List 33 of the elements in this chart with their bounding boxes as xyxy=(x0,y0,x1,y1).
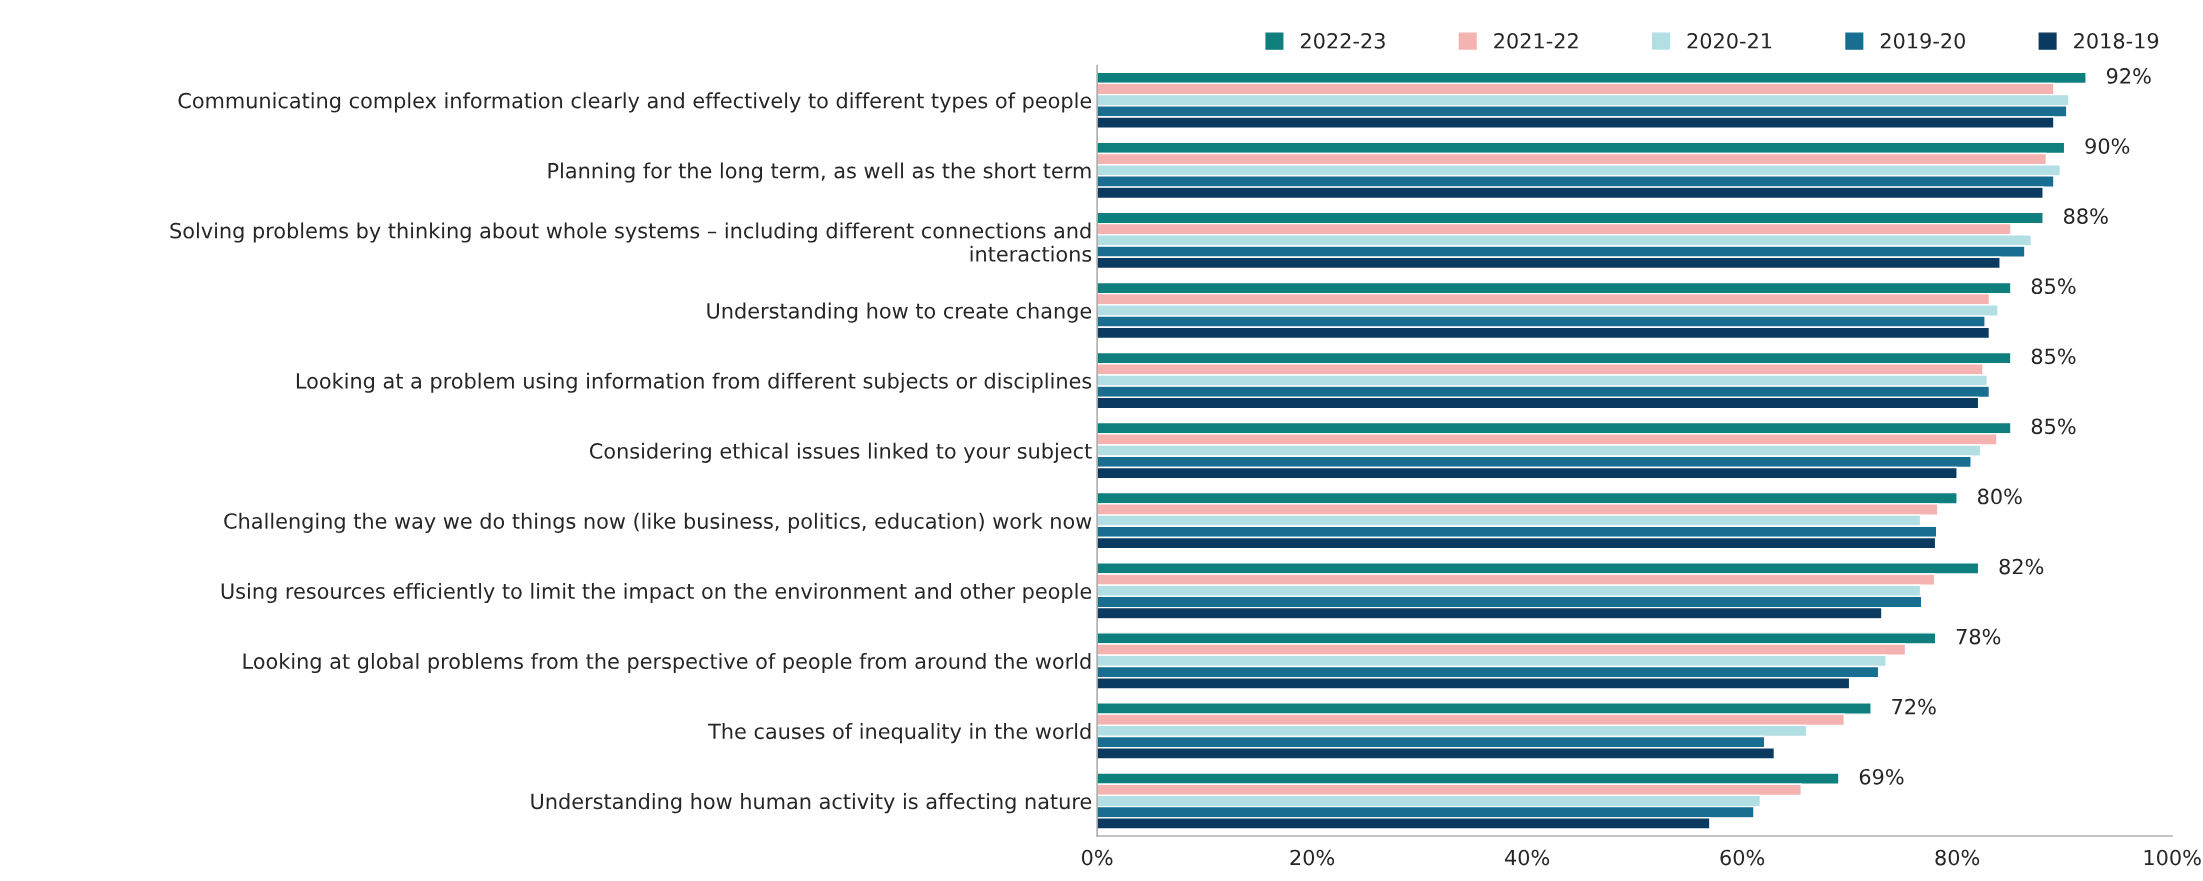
legend-label: 2019-20 xyxy=(1880,32,1965,49)
data-label: 85% xyxy=(2031,418,2076,435)
y-tick-label: The causes of inequality in the world xyxy=(708,723,1091,744)
data-label: 69% xyxy=(1859,768,1904,785)
y-tick-label: Communicating complex information clearly and effectively to different types of people xyxy=(178,92,1092,113)
data-label: 85% xyxy=(2031,348,2076,365)
data-label: 90% xyxy=(2085,138,2130,154)
legend-label: 2018-19 xyxy=(2074,32,2159,49)
data-label: 82% xyxy=(1999,558,2044,575)
x-tick-label: 100% xyxy=(2144,849,2201,866)
data-label: 80% xyxy=(1978,488,2022,505)
legend-label: 2020-21 xyxy=(1687,32,1772,49)
x-tick-label: 60% xyxy=(1720,849,1765,866)
legend-label: 2022-23 xyxy=(1300,32,1385,49)
y-tick-label: Planning for the long term, as well as the short term xyxy=(548,162,1091,183)
y-tick-label: Challenging the way we do things now (like business, politics, education) work now xyxy=(224,512,1092,533)
data-label: 85% xyxy=(2031,278,2076,295)
data-label: 72% xyxy=(1892,698,1936,715)
y-tick-label: Solving problems by thinking about whole systems – including different connections and interactions xyxy=(170,222,1092,262)
x-tick-label: 20% xyxy=(1290,849,1335,866)
data-label: 88% xyxy=(2064,208,2108,225)
y-tick-label: Understanding how human activity is affecting nature xyxy=(531,793,1092,814)
y-tick-label: Understanding how to create change xyxy=(707,302,1092,323)
y-tick-label: Looking at a problem using information from different subjects or disciplines xyxy=(296,372,1092,393)
x-tick-label: 80% xyxy=(1935,849,1980,866)
y-tick-label: Looking at global problems from the perspective of people from around the world xyxy=(243,652,1091,674)
legend-label: 2021-22 xyxy=(1494,32,1578,49)
x-tick-label: 0% xyxy=(1081,849,1113,866)
data-label: 78% xyxy=(1956,628,2001,645)
x-tick-label: 40% xyxy=(1504,849,1550,866)
y-tick-label: Considering ethical issues linked to your subject xyxy=(589,442,1092,463)
data-label: 92% xyxy=(2106,68,2151,84)
y-tick-label: Using resources efficiently to limit the impact on the environment and other people xyxy=(221,582,1092,604)
